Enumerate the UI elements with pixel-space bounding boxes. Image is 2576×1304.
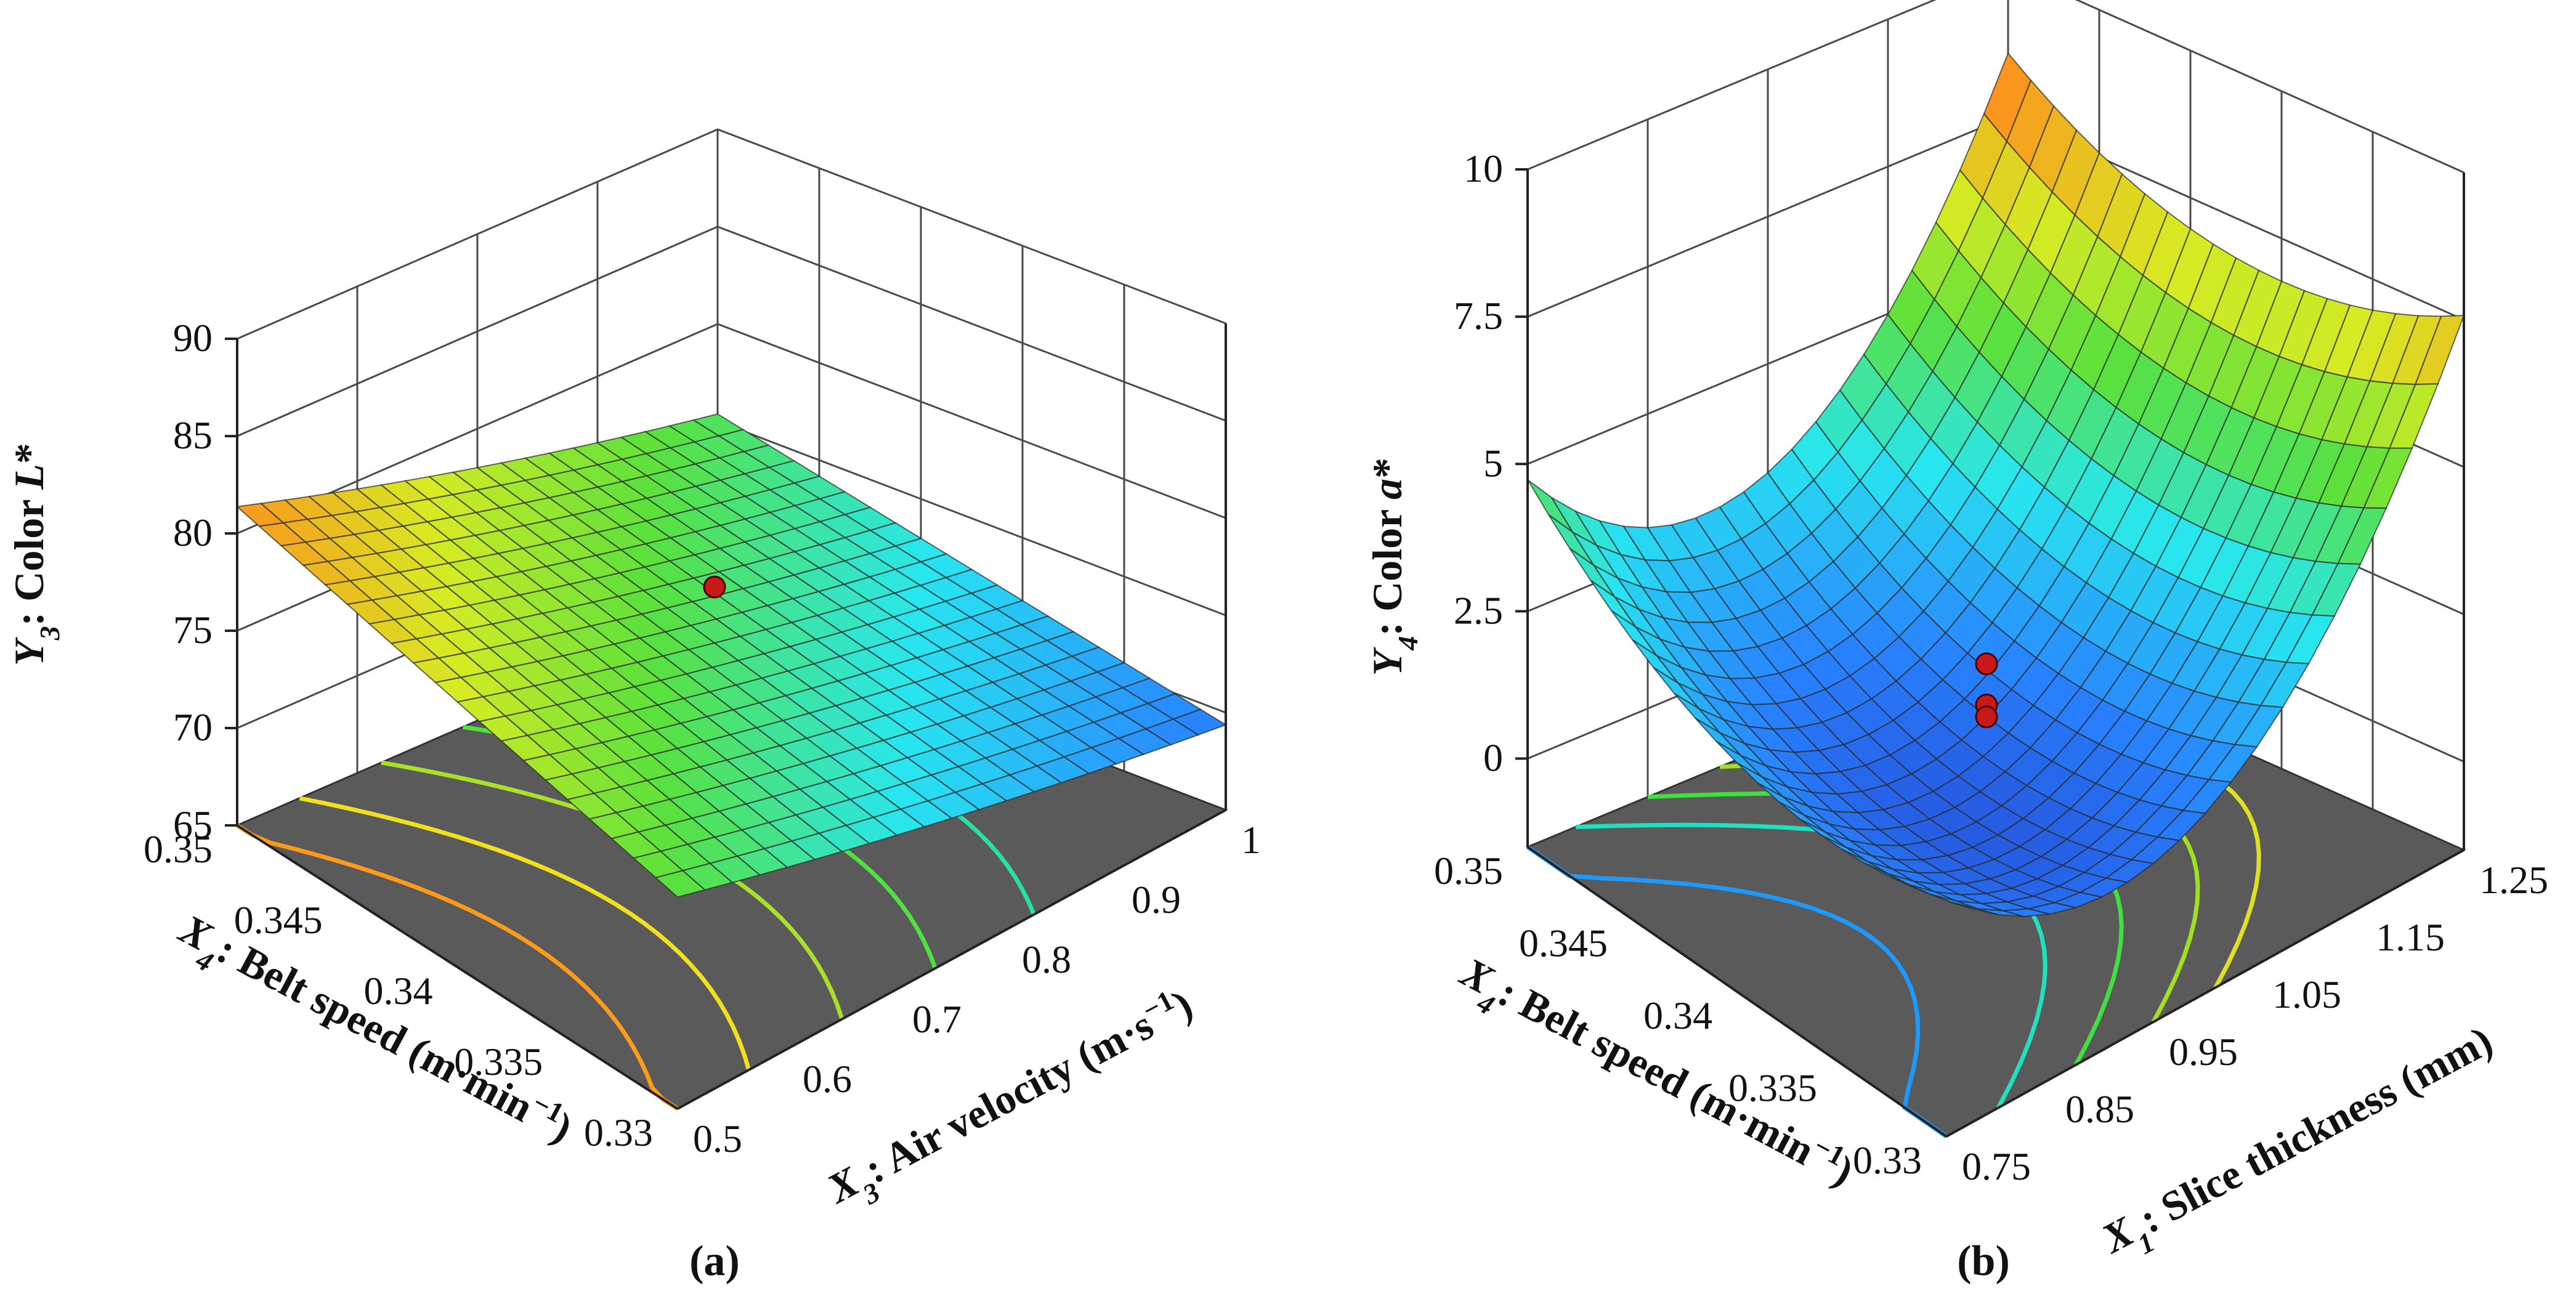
x-axis-label: X1: Slice thickness (mm) (2093, 1017, 2505, 1274)
y-tick-label: 0.33 (1853, 1138, 1922, 1182)
x-tick-label: 0.95 (2169, 1030, 2238, 1074)
y-tick-label: 0.335 (454, 1040, 543, 1083)
z-axis-label-sub: 4 (1392, 636, 1424, 651)
z-axis-label-tail: * (6, 443, 52, 464)
y-tick-label: 0.34 (364, 969, 433, 1013)
surface (1527, 52, 2465, 917)
x-tick-label: 0.9 (1132, 878, 1181, 921)
x-tick-label: 0.8 (1022, 938, 1071, 981)
x-tick-label: 1.15 (2376, 915, 2445, 959)
z-axis-label-ital: L (6, 464, 52, 490)
chart-a: 65 70 75 80 85 90 0.33 0.335 0.34 0.345 0.35 0.5 0.6… (6, 128, 1261, 1285)
z-tick-label: 5 (1483, 441, 1503, 485)
z-axis-label-rest: : Color (6, 490, 52, 626)
surface-cell (1983, 52, 2032, 143)
z-axis-label-tail: * (1364, 458, 1411, 479)
design-point (703, 575, 726, 599)
x-axis-label-rest: : Air velocity (m·s (857, 1001, 1160, 1192)
y-tick-label: 0.335 (1728, 1066, 1817, 1110)
wall-gridline (1527, 0, 2465, 174)
z-tick-label: 0 (1483, 736, 1503, 780)
y-tick-label: 0.345 (234, 898, 323, 942)
z-tick-label: 7.5 (1454, 294, 1503, 338)
x-tick-label: 1.05 (2272, 973, 2341, 1016)
z-axis-label-ital: a (1364, 479, 1411, 500)
surface-cell (692, 413, 745, 437)
z-tick-label: 90 (173, 316, 213, 360)
z-tick-label: 2.5 (1454, 588, 1503, 632)
panel-label: (a) (689, 1237, 740, 1285)
x-axis-label: X3: Air velocity (m·s−1) (817, 978, 1205, 1224)
floor-contour-0 (236, 824, 679, 1111)
x-tick-label: 0.85 (2065, 1087, 2134, 1131)
z-tick-label: 70 (173, 705, 213, 749)
panel-label: (b) (1957, 1237, 2010, 1285)
design-point (1975, 652, 1998, 676)
z-tick-label: 85 (173, 413, 213, 457)
floor-contour-0 (1526, 845, 1948, 1138)
axis-line (1946, 849, 2465, 1138)
x-tick-label: 1.25 (2479, 858, 2548, 902)
x-tick-label: 0.7 (912, 997, 962, 1041)
chart-b: 0 2.5 5 7.5 10 0.33 0.335 0.34 0.345 0.35 0.75 0.85… (1364, 0, 2548, 1285)
y-tick-label: 0.345 (1519, 921, 1608, 965)
y-tick-label: 0.35 (144, 827, 213, 871)
z-tick-label: 75 (173, 608, 213, 652)
z-tick-label: 10 (1464, 147, 1503, 190)
z-tick-label: 65 (173, 803, 213, 846)
y-tick-label: 0.33 (584, 1111, 653, 1154)
z-axis-label-var: Y (1364, 647, 1411, 676)
z-axis-label-sub: 3 (34, 626, 65, 641)
z-axis-label: Y3: Color L* (6, 443, 65, 666)
x-tick-label: 0.6 (803, 1057, 852, 1101)
z-axis-label-var: Y (6, 637, 52, 666)
design-point (1975, 705, 1998, 729)
x-tick-label: 1 (1241, 818, 1261, 862)
axis-line (677, 809, 1226, 1110)
surface (235, 413, 1228, 898)
z-axis-label-rest: : Color (1364, 500, 1411, 636)
z-axis-label: Y4: Color a* (1364, 458, 1424, 676)
x-tick-label: 0.75 (1962, 1144, 2031, 1188)
z-tick-label: 80 (173, 511, 213, 554)
x-tick-label: 0.5 (693, 1117, 742, 1160)
axis-line (1526, 846, 1948, 1138)
axis-line (236, 824, 679, 1110)
floor-contour-1 (299, 796, 751, 1071)
y-tick-label: 0.34 (1643, 994, 1712, 1037)
y-tick-label: 0.35 (1434, 849, 1503, 893)
